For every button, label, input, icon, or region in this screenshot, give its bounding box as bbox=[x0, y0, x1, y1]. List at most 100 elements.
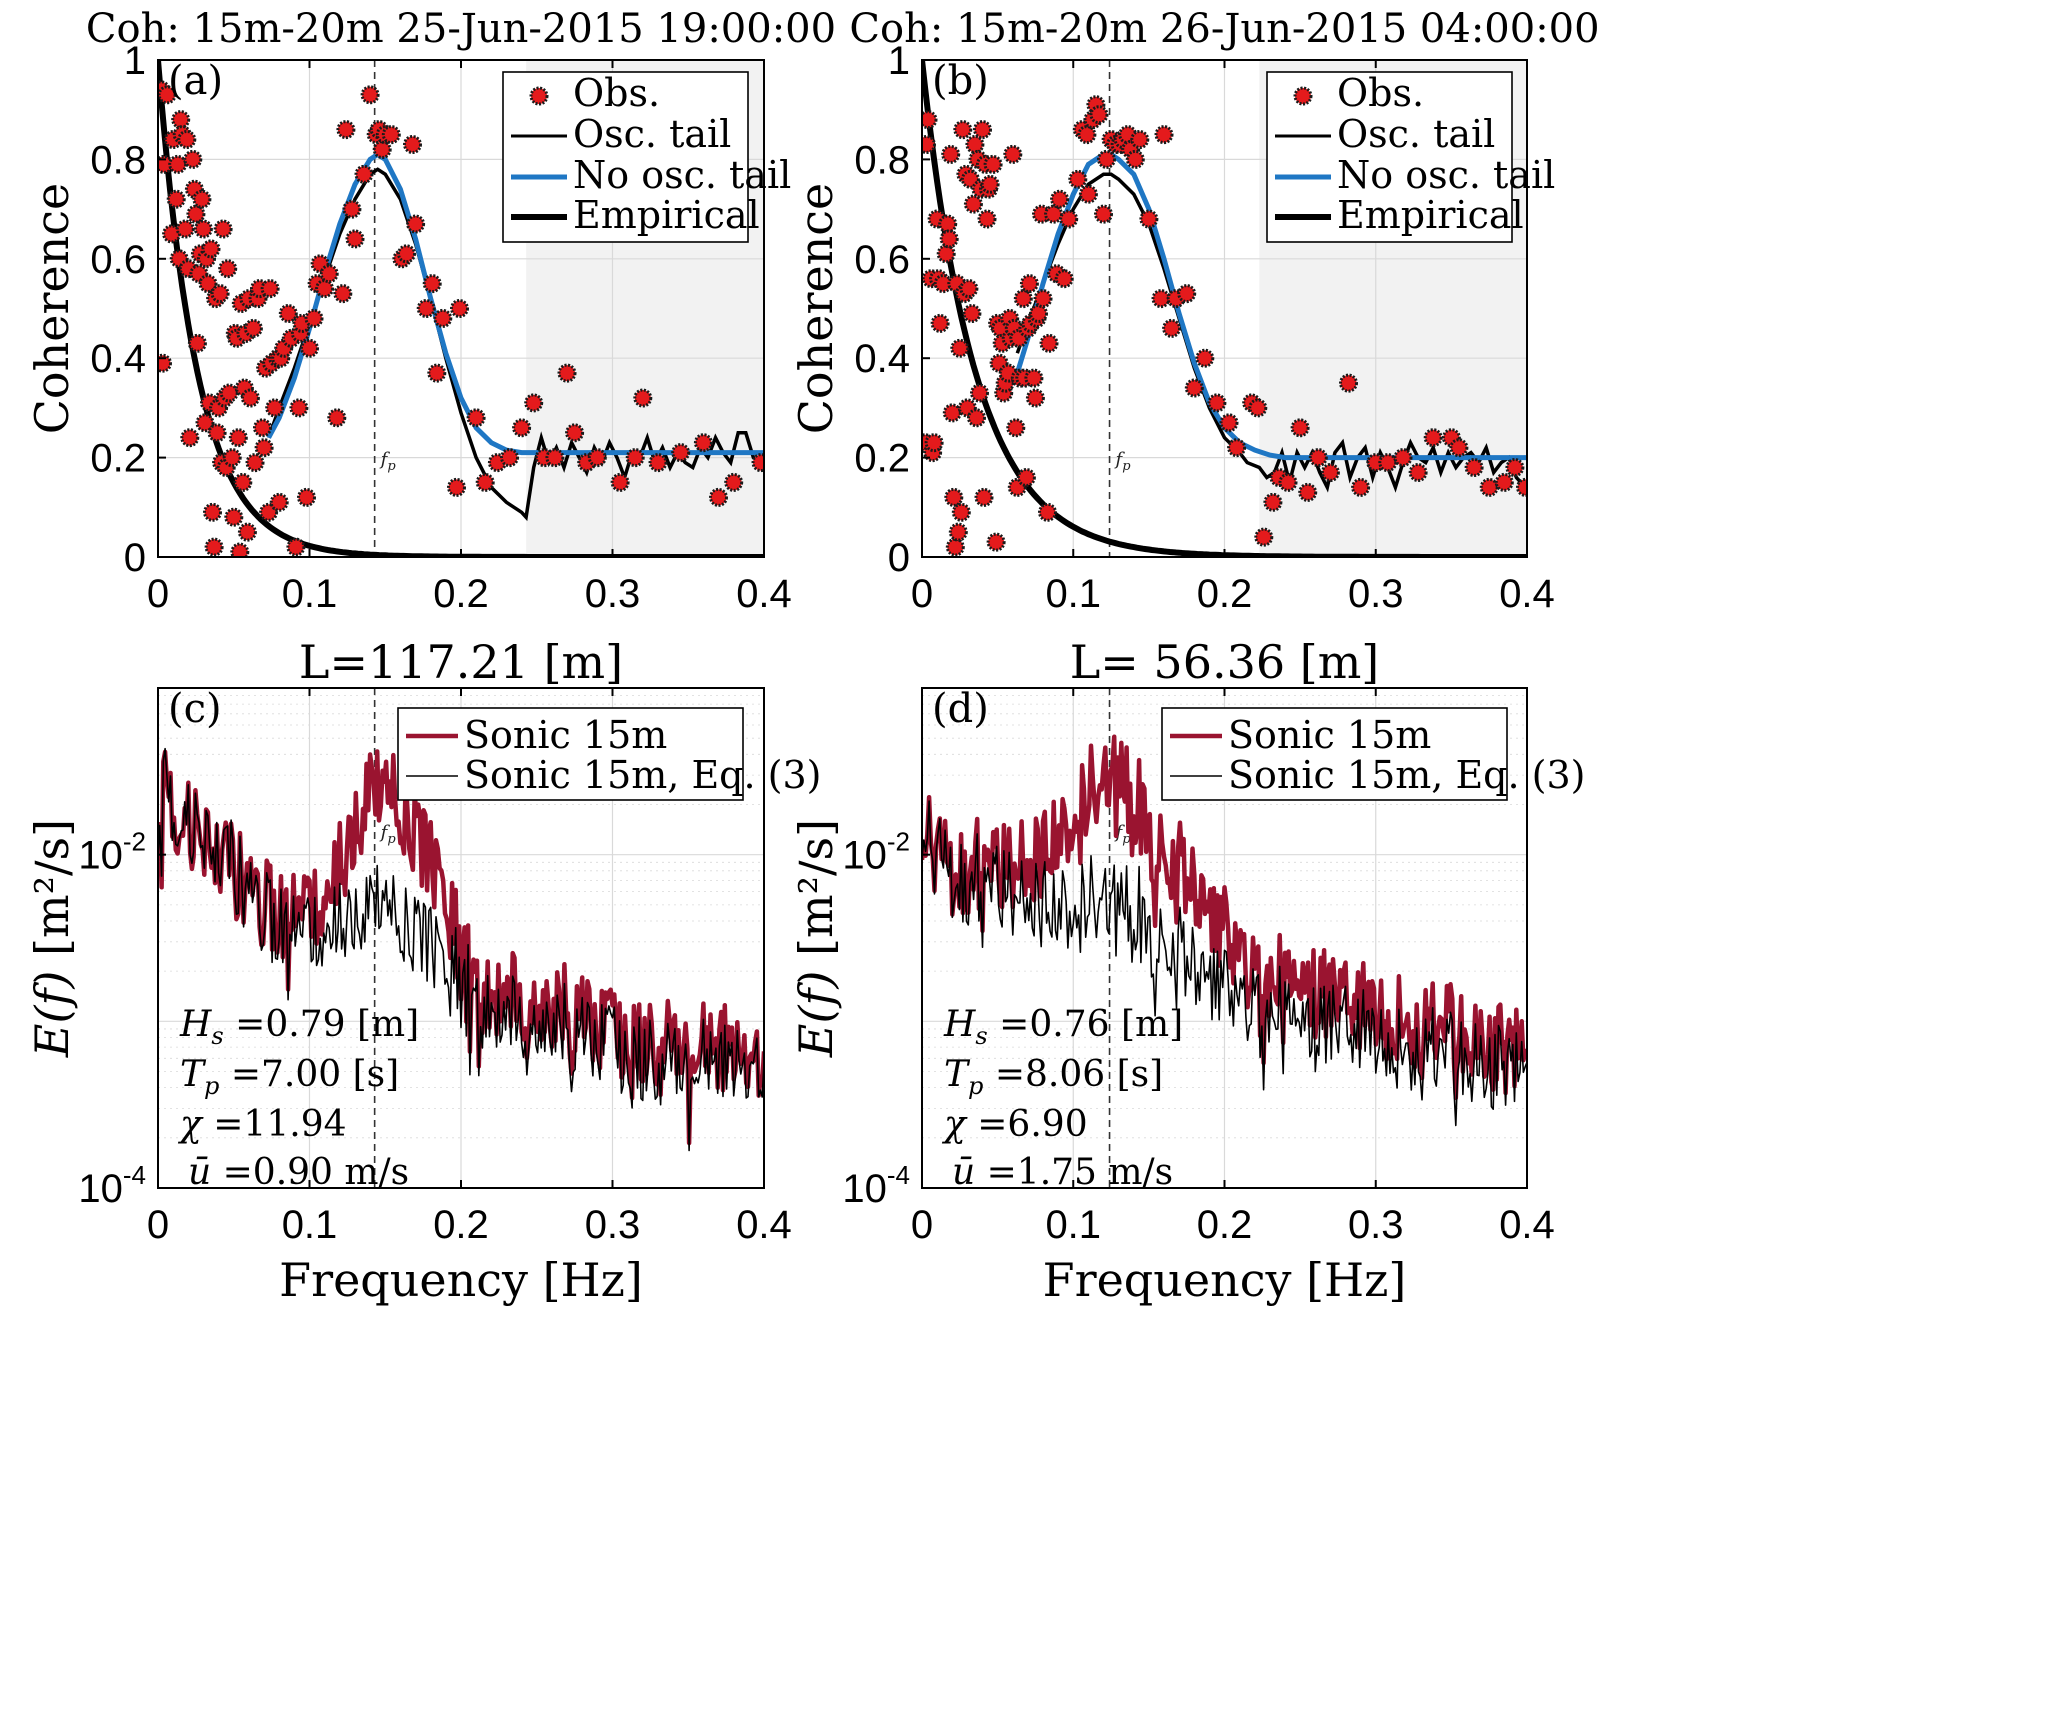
obs-point bbox=[930, 313, 950, 333]
obs-point bbox=[974, 487, 994, 507]
obs-point bbox=[1094, 204, 1113, 224]
tick-marks bbox=[921, 688, 1528, 1189]
obs-point bbox=[977, 209, 997, 229]
obs-point bbox=[1278, 472, 1298, 492]
legend-obs-marker bbox=[1293, 86, 1313, 106]
obs-point bbox=[198, 274, 218, 294]
obs-point bbox=[1393, 448, 1413, 468]
obs-point bbox=[166, 189, 186, 209]
obs-point bbox=[397, 244, 416, 264]
obs-point bbox=[180, 428, 200, 448]
obs-point bbox=[427, 363, 447, 383]
obs-point bbox=[1006, 418, 1026, 438]
obs-point bbox=[240, 388, 260, 408]
obs-point bbox=[970, 383, 989, 403]
x-tick-label: 0.4 bbox=[1499, 572, 1555, 616]
obs-point bbox=[950, 338, 970, 358]
obs-point bbox=[1505, 458, 1525, 477]
obs-point bbox=[545, 448, 565, 468]
obs-point bbox=[1254, 527, 1274, 547]
obs-point bbox=[319, 264, 339, 284]
obs-point bbox=[965, 135, 985, 154]
obs-point bbox=[967, 408, 986, 428]
obs-point bbox=[625, 448, 645, 468]
tick-marks bbox=[157, 59, 765, 558]
obs-point bbox=[1050, 189, 1070, 209]
panel-label: (c) bbox=[168, 686, 222, 732]
y-tick-label: 0.2 bbox=[90, 437, 146, 481]
obs-point bbox=[1054, 269, 1074, 289]
tick-marks bbox=[157, 688, 765, 1189]
obs-point bbox=[1025, 388, 1045, 408]
obs-point bbox=[948, 522, 968, 542]
x-tick-label: 0.2 bbox=[433, 1203, 489, 1247]
obs-point bbox=[1290, 418, 1310, 438]
obs-point bbox=[336, 120, 356, 140]
legend-entry: Osc. tail bbox=[1337, 112, 1495, 156]
y-axis-label: Coherence bbox=[789, 183, 843, 435]
obs-point bbox=[1024, 368, 1044, 388]
obs-point bbox=[327, 408, 347, 428]
y-tick-label: 0 bbox=[124, 536, 146, 580]
legend-entry: No osc. tail bbox=[1337, 153, 1555, 197]
obs-point bbox=[213, 219, 233, 239]
obs-point bbox=[1078, 184, 1098, 204]
parameter-annotations: Hs =0.76 [m]Tp =8.06 [s]χ =6.90 ū =1.75 m… bbox=[941, 1004, 1183, 1193]
obs-point bbox=[1077, 125, 1097, 145]
legend-entry: Sonic 15m bbox=[1228, 713, 1431, 757]
obs-point bbox=[1263, 492, 1283, 512]
obs-point bbox=[447, 477, 466, 497]
y-tick-label: 10-4 bbox=[842, 1160, 910, 1211]
obs-point bbox=[186, 204, 206, 224]
obs-point bbox=[230, 542, 250, 557]
obs-point bbox=[962, 304, 982, 323]
obs-point bbox=[524, 393, 544, 413]
y-tick-label: 0.6 bbox=[90, 238, 146, 282]
obs-point bbox=[450, 299, 469, 318]
obs-point bbox=[354, 164, 374, 184]
obs-point bbox=[1195, 348, 1215, 368]
obs-point bbox=[195, 413, 215, 433]
obs-point bbox=[936, 244, 956, 264]
obs-point bbox=[219, 383, 239, 403]
legend-entry: Sonic 15m, Eq. (3) bbox=[464, 753, 822, 797]
obs-point bbox=[986, 532, 1006, 552]
obs-point bbox=[983, 154, 1003, 174]
no-osc-tail-line bbox=[1014, 151, 1527, 461]
obs-point bbox=[941, 144, 961, 164]
obs-point bbox=[1068, 169, 1088, 189]
x-tick-label: 0.2 bbox=[1197, 1203, 1253, 1247]
obs-point bbox=[1130, 130, 1150, 149]
panel-label: (a) bbox=[168, 58, 223, 104]
obs-point bbox=[1320, 463, 1340, 482]
obs-point bbox=[1184, 378, 1204, 398]
obs-point bbox=[512, 418, 532, 438]
obs-point bbox=[372, 140, 392, 159]
legend-entry: Sonic 15m bbox=[464, 713, 667, 757]
obs-point bbox=[1154, 125, 1174, 145]
obs-point bbox=[751, 453, 764, 473]
y-tick-label: 10-2 bbox=[842, 827, 910, 878]
obs-point bbox=[171, 110, 191, 130]
obs-point bbox=[587, 448, 607, 468]
obs-point bbox=[345, 229, 365, 249]
obs-point bbox=[304, 308, 324, 328]
legend-obs-marker bbox=[529, 86, 549, 106]
y-tick-label: 0.8 bbox=[854, 138, 910, 182]
x-tick-label: 0.2 bbox=[1197, 572, 1253, 616]
obs-point bbox=[1298, 482, 1318, 502]
obs-point bbox=[1308, 448, 1328, 468]
x-tick-label: 0.4 bbox=[736, 1203, 792, 1247]
parameter-annotations: Hs =0.79 [m]Tp =7.00 [s]χ =11.94 ū =0.90 … bbox=[177, 1004, 419, 1193]
x-tick-label: 0 bbox=[147, 1203, 169, 1247]
obs-point bbox=[1479, 477, 1499, 497]
obs-point bbox=[315, 279, 335, 299]
obs-point bbox=[1227, 438, 1247, 458]
y-tick-label: 0.4 bbox=[854, 337, 910, 381]
eq3-line bbox=[922, 800, 1527, 1127]
obs-point bbox=[1033, 289, 1053, 309]
obs-point bbox=[333, 284, 353, 304]
y-axis-label: E(f) [m²/s] bbox=[789, 819, 843, 1058]
x-tick-label: 0.4 bbox=[1499, 1203, 1555, 1247]
